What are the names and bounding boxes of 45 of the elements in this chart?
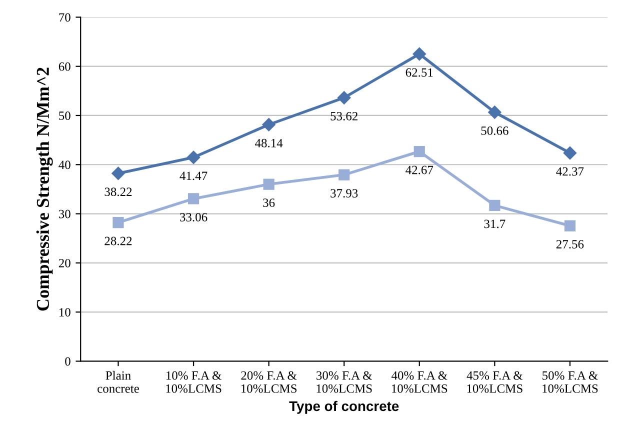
x-tick-label: 40% F.A & 10%LCMS [391, 371, 448, 393]
data-label: 53.62 [330, 112, 358, 120]
y-tick-label: 10 [59, 308, 70, 317]
y-axis-title: Compressive Strength N/Mm^2 [36, 68, 53, 311]
point [338, 91, 351, 104]
x-tick-label: Plain concrete [98, 370, 139, 393]
x-tick-label: 20% F.A & 10%LCMS [241, 371, 297, 393]
data-label: 31.7 [484, 220, 506, 228]
point [489, 200, 500, 211]
x-tick-label: 50% F.A & 10%LCMS [542, 371, 598, 393]
point [338, 169, 350, 180]
y-tick-label: 60 [58, 62, 70, 71]
point [488, 106, 502, 119]
x-tick-label: 10% F.A & 10%LCMS [166, 371, 222, 393]
data-label: 33.06 [180, 212, 208, 222]
point [188, 193, 200, 204]
point [564, 220, 576, 232]
data-label: 41.47 [180, 172, 208, 180]
point [186, 150, 200, 164]
point [563, 146, 577, 160]
point [262, 118, 276, 132]
y-tick-label: 70 [59, 13, 70, 22]
data-label: 42.67 [406, 166, 434, 174]
point [412, 47, 426, 61]
data-label: 38.22 [104, 188, 132, 196]
x-tick-label: 45% F.A & 10%LCMS [466, 371, 523, 393]
x-tick-label: 30% F.A & 10%LCMS [316, 371, 372, 393]
data-label: 50.66 [481, 126, 508, 135]
point [414, 146, 425, 158]
data-label: 48.14 [254, 138, 283, 148]
point [263, 178, 274, 190]
data-label: 28.22 [104, 236, 132, 246]
point [112, 216, 124, 228]
data-label: 37.93 [330, 189, 358, 198]
y-tick-label: 50 [59, 112, 70, 120]
y-tick-label: 40 [58, 160, 70, 170]
y-tick-label: 30 [58, 210, 70, 218]
data-label: 42.37 [556, 167, 584, 176]
data-label: 62.51 [406, 68, 433, 77]
point [112, 166, 125, 180]
x-axis-title: Type of concrete [289, 400, 399, 414]
y-tick-label: 0 [65, 357, 70, 366]
data-label: 27.56 [556, 240, 584, 249]
y-tick-label: 20 [58, 258, 70, 268]
data-label: 36 [263, 198, 275, 207]
